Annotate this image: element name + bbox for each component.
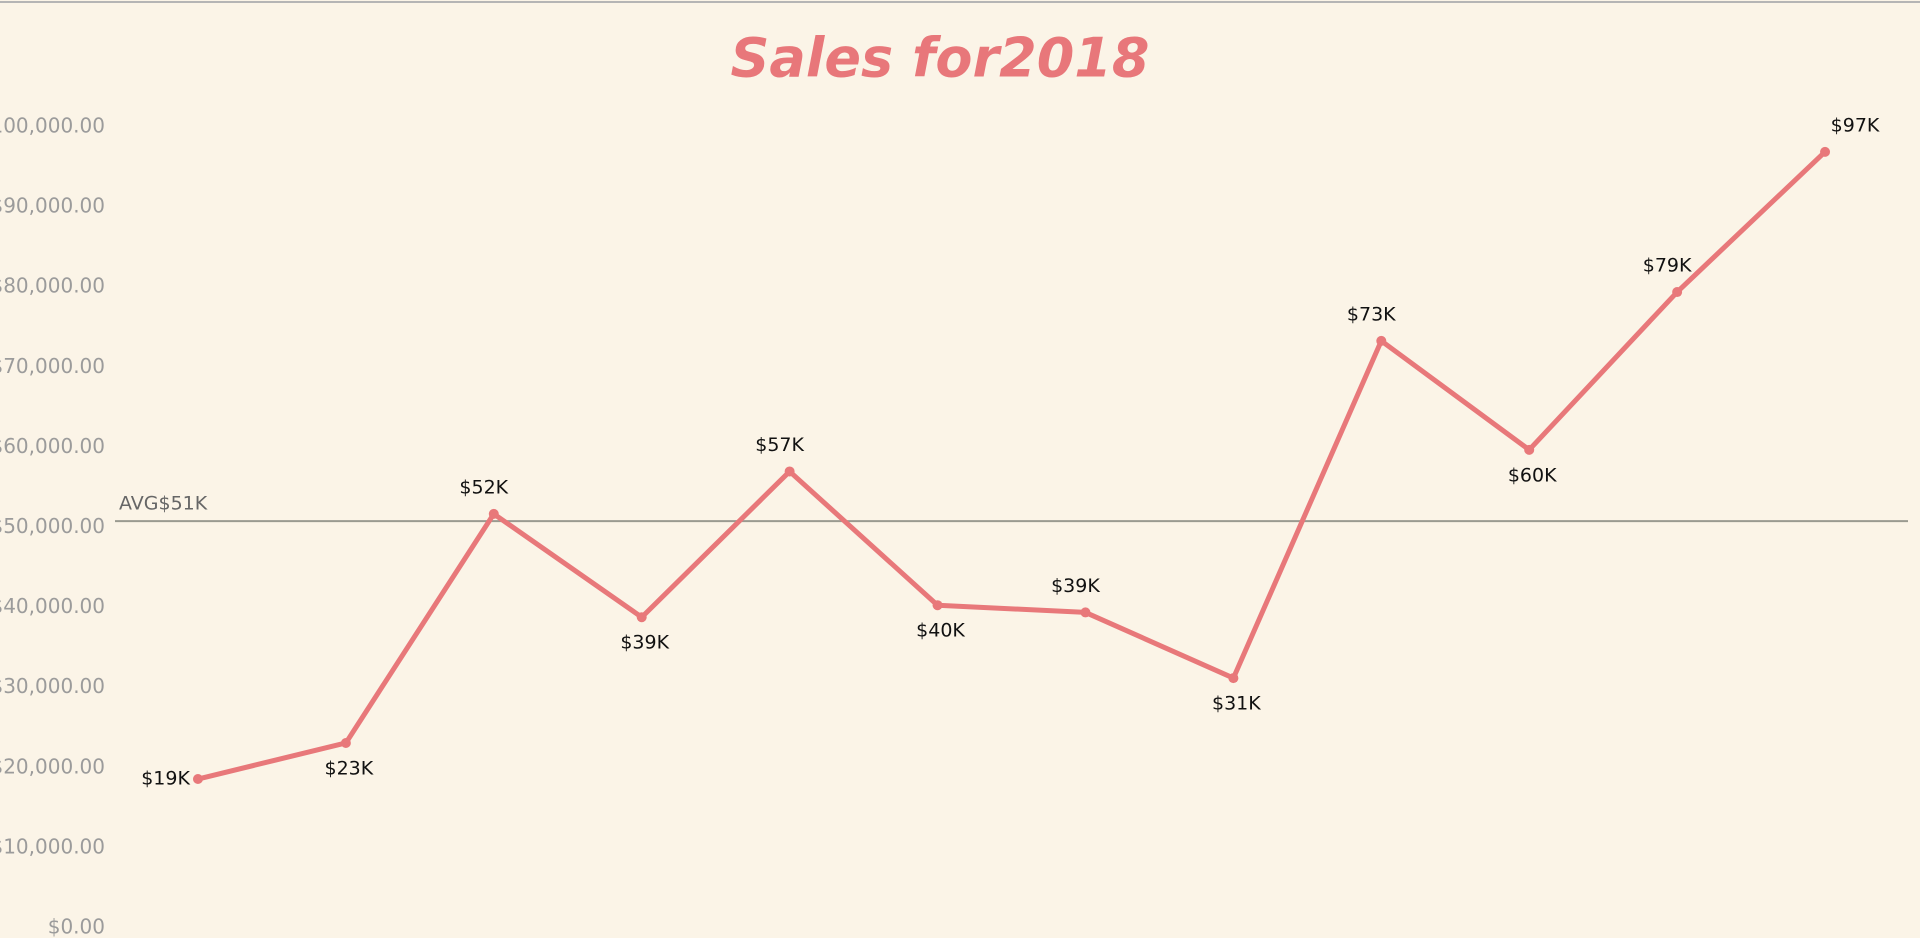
point (1228, 673, 1239, 684)
y-tick-label: $100,000.00 (0, 114, 105, 138)
point (784, 466, 795, 477)
y-tick-label: $50,000.00 (0, 514, 105, 538)
value-label: $79K (1643, 255, 1692, 277)
chart-title: Sales for2018 (731, 27, 1150, 90)
point (192, 774, 203, 785)
value-label: $60K (1508, 464, 1557, 486)
point (1820, 146, 1831, 157)
y-tick-label: $0.00 (48, 915, 105, 938)
value-label: $19K (141, 768, 190, 790)
y-tick-label: $20,000.00 (0, 754, 105, 778)
point (636, 612, 647, 623)
y-tick-label: $90,000.00 (0, 194, 105, 218)
reference-label: AVG$51K (119, 493, 208, 515)
y-tick-label: $30,000.00 (0, 674, 105, 698)
y-tick-label: $10,000.00 (0, 834, 105, 858)
y-tick-label: $40,000.00 (0, 594, 105, 618)
value-label: $39K (1051, 575, 1100, 597)
point (1524, 444, 1535, 455)
value-label: $23K (325, 757, 374, 779)
point (488, 508, 499, 519)
line (197, 150, 1827, 782)
point (1080, 607, 1091, 618)
value-label: $39K (620, 632, 669, 654)
y-tick-label: $70,000.00 (0, 354, 105, 378)
point (340, 737, 351, 748)
point (1672, 287, 1683, 298)
value-label: $97K (1831, 114, 1880, 136)
y-tick-label: $60,000.00 (0, 434, 105, 458)
value-label: $40K (916, 620, 965, 642)
value-label: $52K (459, 476, 508, 498)
value-label: $31K (1212, 693, 1261, 715)
point (1376, 335, 1387, 346)
y-tick-label: $80,000.00 (0, 274, 105, 298)
value-label: $57K (755, 434, 804, 456)
point (932, 600, 943, 611)
value-label: $73K (1347, 303, 1396, 325)
